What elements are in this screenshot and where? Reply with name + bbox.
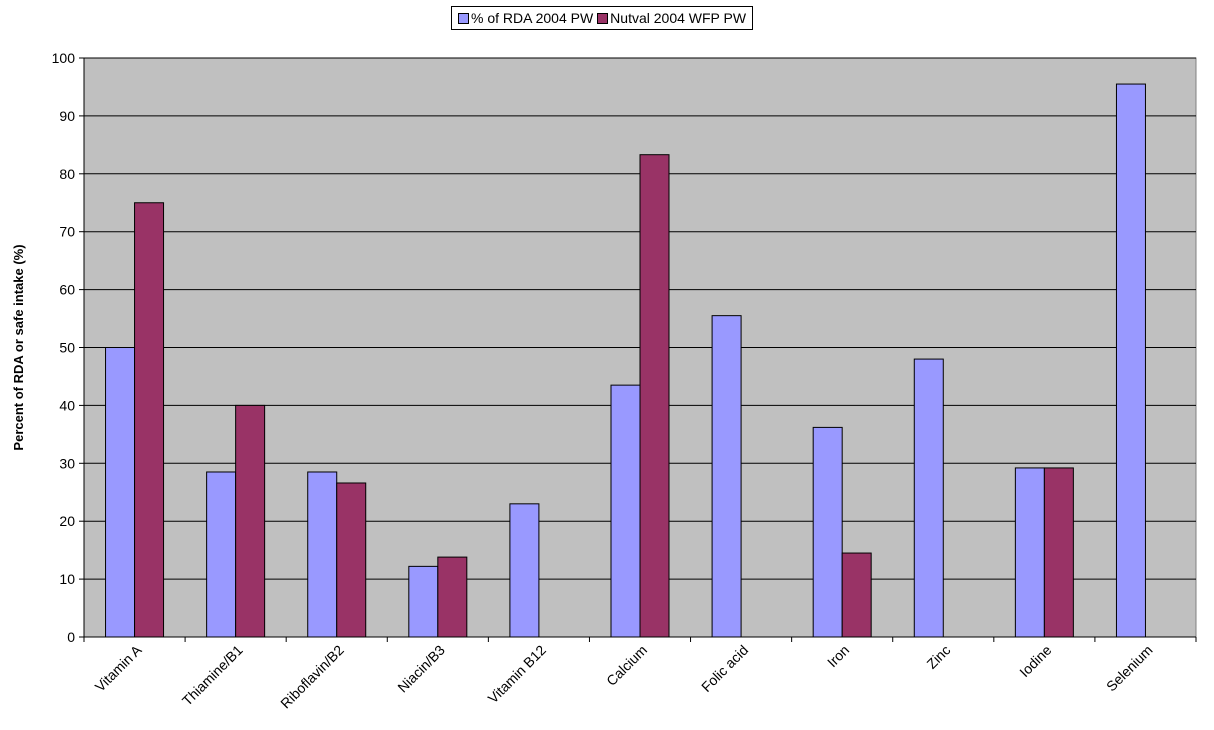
y-tick-label: 20 [59, 513, 75, 529]
bar-rda [206, 471, 237, 638]
y-tick-label: 10 [59, 571, 75, 587]
bar-rda [105, 347, 136, 638]
y-tick-label: 30 [59, 455, 75, 471]
legend-label-nutval: Nutval 2004 WFP PW [610, 10, 747, 26]
legend-swatch-rda [458, 12, 469, 24]
bar-rda [610, 384, 641, 638]
bar-rda [913, 358, 944, 638]
y-tick-label: 70 [59, 224, 75, 240]
bar-nutval [336, 482, 367, 638]
bar-nutval [639, 154, 670, 638]
legend: % of RDA 2004 PW Nutval 2004 WFP PW [451, 6, 754, 30]
y-tick-label: 50 [59, 340, 75, 356]
y-tick-label: 80 [59, 166, 75, 182]
x-tick-label: Selenium [1103, 642, 1156, 695]
x-tick-label: Folic acid [698, 642, 751, 695]
x-tick-label: Iron [824, 642, 852, 670]
x-tick-label: Riboflavin/B2 [277, 642, 347, 712]
x-tick-label: Vitamin B12 [485, 642, 550, 707]
bar-nutval [134, 202, 165, 638]
bar-nutval [437, 556, 468, 638]
bar-rda [408, 565, 439, 638]
bar-nutval [1043, 467, 1074, 638]
bar-rda [1014, 467, 1045, 638]
bar-nutval [841, 552, 872, 638]
legend-swatch-nutval [597, 12, 609, 24]
x-tick-label: Vitamin A [92, 641, 145, 694]
bar-rda [307, 471, 338, 638]
bar-rda [509, 503, 540, 638]
x-tick-label: Iodine [1016, 642, 1054, 680]
x-tick-label: Calcium [603, 642, 650, 689]
y-tick-label: 0 [67, 629, 75, 645]
bar-rda [812, 426, 843, 638]
bar-rda [711, 315, 742, 638]
legend-label-rda: % of RDA 2004 PW [471, 10, 594, 26]
bar-nutval [235, 404, 266, 638]
legend-item-nutval: Nutval 2004 WFP PW [597, 10, 746, 26]
y-tick-label: 60 [59, 282, 75, 298]
y-axis-title: Percent of RDA or safe intake (%) [11, 244, 26, 450]
bar-rda [1115, 83, 1146, 638]
y-tick-label: 100 [52, 50, 76, 66]
y-tick-label: 90 [59, 108, 75, 124]
x-tick-label: Thiamine/B1 [179, 642, 246, 709]
x-tick-label: Niacin/B3 [394, 642, 448, 696]
y-tick-label: 40 [59, 397, 75, 413]
legend-item-rda: % of RDA 2004 PW [458, 10, 593, 26]
x-tick-label: Zinc [923, 642, 953, 672]
